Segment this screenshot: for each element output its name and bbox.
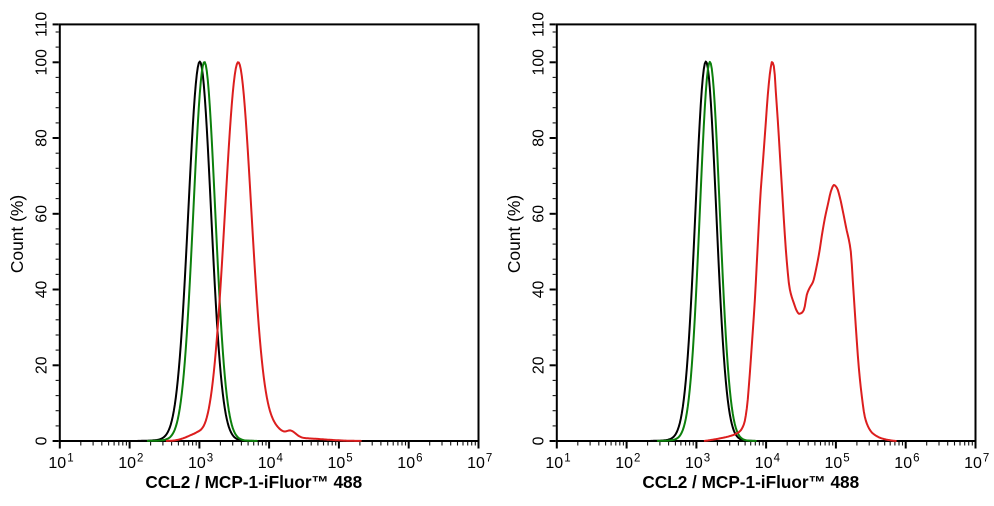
svg-text:80: 80 — [531, 129, 548, 147]
svg-text:110: 110 — [531, 12, 548, 37]
svg-text:0: 0 — [531, 436, 548, 445]
svg-text:110: 110 — [34, 12, 51, 37]
svg-text:Count (%): Count (%) — [7, 195, 27, 273]
svg-text:40: 40 — [34, 281, 51, 299]
svg-text:60: 60 — [531, 205, 548, 223]
svg-text:Count (%): Count (%) — [504, 195, 524, 273]
svg-text:CCL2 / MCP-1-iFluor™ 488: CCL2 / MCP-1-iFluor™ 488 — [145, 472, 362, 492]
svg-text:80: 80 — [34, 129, 51, 147]
svg-text:100: 100 — [34, 49, 51, 76]
svg-text:100: 100 — [531, 49, 548, 76]
svg-text:20: 20 — [34, 356, 51, 374]
svg-text:60: 60 — [34, 205, 51, 223]
svg-text:CCL2 / MCP-1-iFluor™ 488: CCL2 / MCP-1-iFluor™ 488 — [642, 472, 859, 492]
svg-text:40: 40 — [531, 281, 548, 299]
svg-text:20: 20 — [531, 356, 548, 374]
svg-text:0: 0 — [34, 436, 51, 445]
